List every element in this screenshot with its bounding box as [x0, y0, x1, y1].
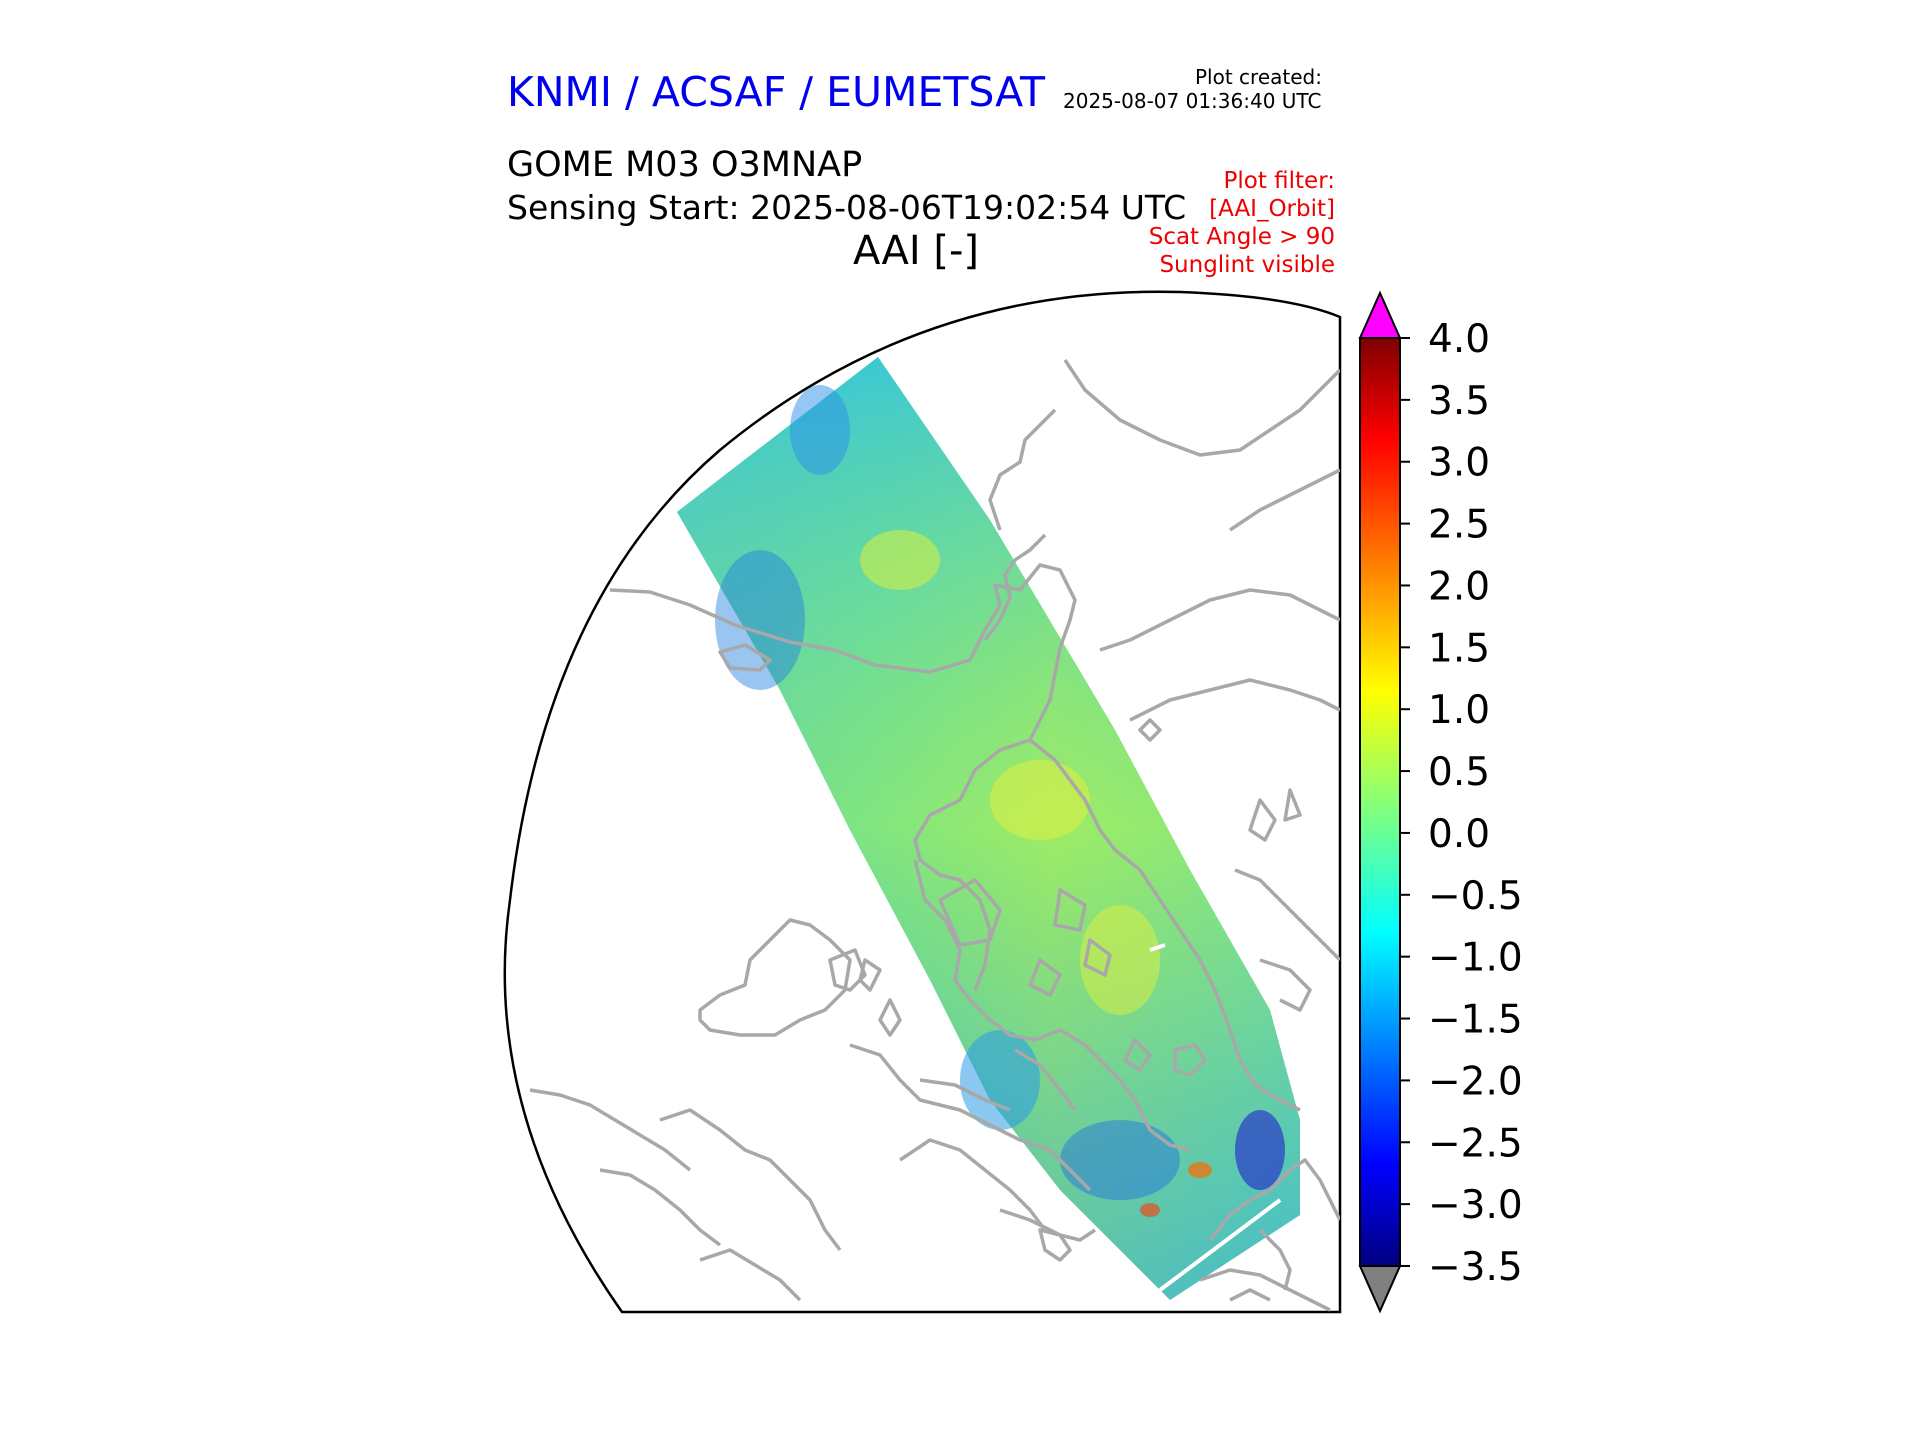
plot-created-value: 2025-08-07 01:36:40 UTC — [1063, 89, 1322, 113]
swath-gap — [1158, 1198, 1282, 1292]
colorbar-tick-label: −1.0 — [1428, 936, 1523, 981]
colorbar-tick-label: 1.0 — [1428, 688, 1490, 733]
swath-patch — [860, 530, 940, 590]
coastlines — [529, 359, 1340, 1312]
swath-patch — [790, 385, 850, 475]
colorbar-tick-label: −2.5 — [1428, 1121, 1523, 1166]
variable-title: AAI [-] — [853, 228, 979, 274]
swath-patch — [715, 550, 805, 690]
plot-filter-sunglint: Sunglint visible — [1159, 252, 1335, 278]
colorbar-tick-label: 1.5 — [1428, 626, 1490, 671]
colorbar-gradient — [1359, 337, 1401, 1267]
colorbar-tick-label: 0.0 — [1428, 812, 1490, 857]
colorbar-tick-label: 0.5 — [1428, 750, 1490, 795]
swath-patch — [990, 760, 1090, 840]
sensing-start: Sensing Start: 2025-08-06T19:02:54 UTC — [507, 188, 1187, 227]
plot-created-label: Plot created: — [1195, 65, 1322, 89]
colorbar-tick-label: 2.0 — [1428, 564, 1490, 609]
colorbar-tick-label: −1.5 — [1428, 998, 1523, 1043]
swath-patch — [1188, 1162, 1212, 1178]
product-name: GOME M03 O3MNAP — [507, 145, 863, 185]
swath-patch — [1080, 905, 1160, 1015]
swath-patch — [1140, 1203, 1160, 1217]
colorbar-under-extend — [1358, 1265, 1402, 1314]
swath-patch — [1235, 1110, 1285, 1190]
colorbar-tick-label: 2.5 — [1428, 503, 1490, 548]
colorbar-tick-label: −2.0 — [1428, 1059, 1523, 1104]
plot-filter-orbit: [AAI_Orbit] — [1209, 196, 1335, 222]
colorbar-over-extend — [1358, 290, 1402, 339]
colorbar-tick-label: 4.0 — [1428, 317, 1490, 362]
colorbar-tick-label: 3.5 — [1428, 379, 1490, 424]
colorbar: 4.0 3.5 3.0 2.5 2.0 1.5 1.0 0.5 0.0 −0.5 −1.0 −1.5 −… — [1358, 290, 1523, 1314]
swath-gap — [1149, 943, 1166, 952]
colorbar-tick-label: 3.0 — [1428, 441, 1490, 486]
plot-filter-scat-angle: Scat Angle > 90 — [1148, 224, 1335, 250]
colorbar-tick-label: −3.5 — [1428, 1245, 1523, 1290]
organization-title: KNMI / ACSAF / EUMETSAT — [507, 68, 1046, 116]
colorbar-tick-label: −0.5 — [1428, 874, 1523, 919]
colorbar-tick-label: −3.0 — [1428, 1183, 1523, 1228]
swath-patch — [1060, 1120, 1180, 1200]
plot-filter-label: Plot filter: — [1223, 168, 1335, 194]
